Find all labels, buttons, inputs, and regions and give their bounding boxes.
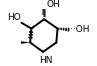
Text: OH: OH [46,0,60,9]
Text: ··OH: ··OH [70,25,90,34]
Text: HN: HN [39,56,53,65]
Polygon shape [21,41,30,44]
Text: HO: HO [7,13,21,22]
